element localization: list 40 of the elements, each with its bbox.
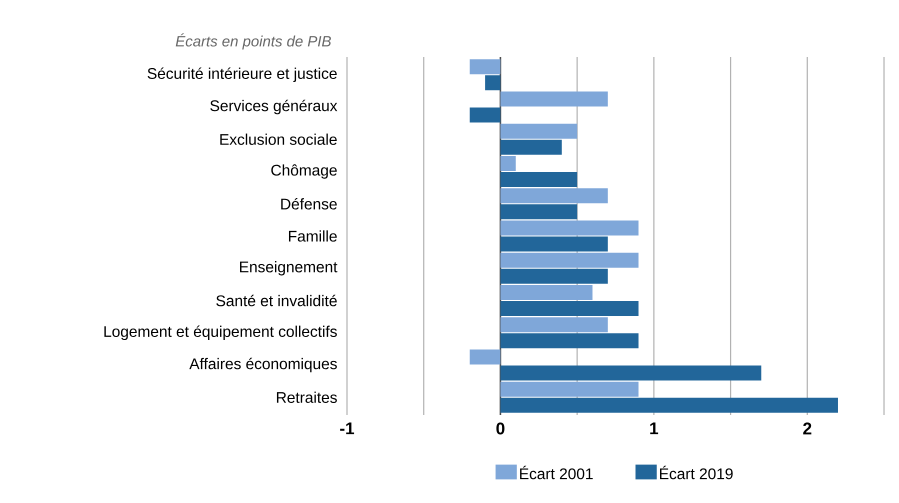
- bar: [500, 398, 838, 413]
- y-tick-label: Défense: [281, 198, 337, 210]
- legend-label: Écart 2001: [520, 466, 593, 480]
- bar: [500, 91, 608, 106]
- y-tick-label: Chômage: [271, 164, 337, 179]
- bar: [500, 333, 639, 348]
- y-tick-label: Affaires économiques: [189, 358, 337, 372]
- bar: [500, 285, 592, 300]
- bar: [500, 366, 762, 381]
- legend-label: Écart 2019: [660, 466, 733, 480]
- bar: [500, 220, 639, 236]
- bar: [500, 188, 608, 204]
- y-tick-label: Famille: [288, 230, 337, 242]
- bar: [500, 124, 578, 139]
- bar: [500, 382, 639, 397]
- bar: [500, 172, 578, 187]
- bar: [500, 301, 639, 316]
- bar: [485, 75, 500, 90]
- bar: [500, 268, 608, 284]
- y-tick-label: Services généraux: [210, 100, 338, 114]
- y-tick-label: Enseignement: [240, 261, 338, 276]
- y-tick-label: Retraites: [276, 392, 337, 403]
- bar: [500, 252, 639, 268]
- y-axis-title: Écarts en points de PIB: [176, 33, 331, 50]
- x-tick-label: -1: [340, 422, 354, 434]
- x-tick-label: 1: [650, 422, 658, 434]
- bar: [500, 204, 578, 220]
- bar: [470, 350, 500, 365]
- bar: [470, 59, 500, 74]
- y-tick-label: Santé et invalidité: [216, 294, 337, 306]
- y-tick-label: Logement et équipement collectifs: [104, 325, 337, 340]
- y-tick-label: Sécurité intérieure et justice: [148, 67, 337, 82]
- bar: [500, 236, 608, 252]
- bar: [500, 156, 516, 171]
- x-tick-label: 2: [803, 422, 812, 434]
- bar: [500, 317, 608, 332]
- y-tick-label: Exclusion sociale: [220, 134, 337, 145]
- bar: [470, 107, 500, 122]
- bar: [500, 140, 562, 155]
- x-tick-label: 0: [496, 422, 504, 435]
